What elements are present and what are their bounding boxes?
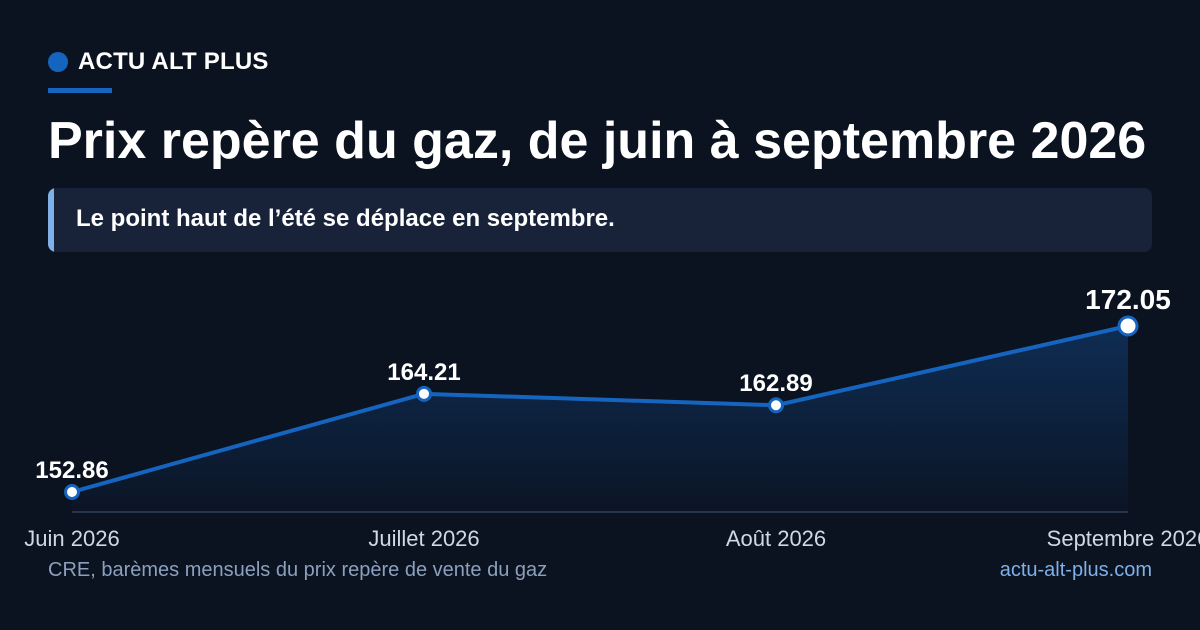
- subtitle-accent-bar: [48, 188, 54, 252]
- subtitle: Le point haut de l’été se déplace en sep…: [76, 205, 615, 232]
- x-tick-label-2: Juillet 2026: [368, 526, 479, 551]
- data-point-2[interactable]: [416, 385, 432, 402]
- x-tick-label-4: Septembre 2026: [1047, 526, 1200, 551]
- brand-underline: [48, 88, 112, 93]
- site-link[interactable]: actu-alt-plus.com: [999, 559, 1152, 581]
- series-area-fill: [72, 326, 1128, 512]
- chart-label-layer: 152.86 164.21 162.89 172.05: [35, 284, 1171, 484]
- subtitle-box: Le point haut de l’été se déplace en sep…: [48, 188, 1152, 252]
- x-tick-label-1: Juin 2026: [24, 526, 119, 551]
- series-line: [70, 324, 1130, 494]
- data-point-4[interactable]: [1117, 315, 1139, 337]
- chart-tick-layer: Juin 2026 Juillet 2026 Août 2026 Septembre …: [24, 526, 1200, 551]
- data-label-4: 172.05: [1085, 284, 1171, 315]
- brand-dot-icon: [48, 52, 68, 72]
- chart-area-layer: [72, 326, 1128, 512]
- data-label-1: 152.86: [35, 457, 108, 484]
- x-tick-label-3: Août 2026: [726, 526, 826, 551]
- chart-point-layer: [64, 315, 1139, 500]
- data-label-2: 164.21: [387, 359, 460, 386]
- data-label-3: 162.89: [739, 370, 812, 397]
- data-point-3[interactable]: [768, 397, 784, 414]
- chart-line-layer: [70, 324, 1130, 494]
- data-point-1[interactable]: [64, 484, 80, 500]
- brand: ACTU ALT PLUS: [48, 48, 269, 76]
- source-note: CRE, barèmes mensuels du prix repère de …: [48, 559, 548, 581]
- page-title: Prix repère du gaz, de juin à septembre …: [48, 112, 1147, 170]
- brand-name: ACTU ALT PLUS: [78, 48, 269, 75]
